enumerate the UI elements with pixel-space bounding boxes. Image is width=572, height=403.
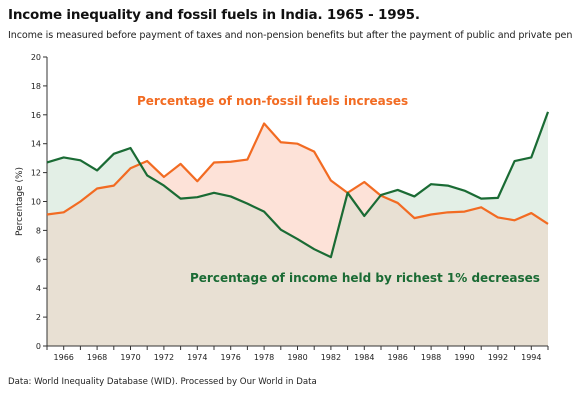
x-tick-label: 1970 [120,353,140,362]
x-tick-label: 1980 [287,353,307,362]
y-tick-label: 0 [36,342,41,351]
x-tick-label: 1976 [221,353,241,362]
area-fills [47,111,548,346]
chart-source: Data: World Inequality Database (WID). P… [8,377,317,387]
x-tick-label: 1966 [54,353,74,362]
orange-gap-fill [140,123,348,258]
y-tick-label: 14 [31,140,41,149]
x-tick-label: 1994 [521,353,541,362]
series-line-top1_income [46,111,550,259]
x-tick-label: 1992 [488,353,508,362]
x-tick-label: 1978 [254,353,274,362]
x-tick-label: 1990 [454,353,474,362]
y-tick-label: 2 [36,313,41,322]
x-tick-label: 1974 [187,353,207,362]
x-tick-label: 1968 [87,353,107,362]
green-gap-fill [380,111,548,224]
annotation-non-fossil: Percentage of non-fossil fuels increases [137,94,408,108]
axes: 0 2 4 6 8 10 12 14 16 18 20 1966 1968 1970 1972 1974 197… [15,53,549,362]
orange-gap-fill [347,181,381,216]
x-tick-label: 1986 [388,353,408,362]
y-tick-label: 10 [31,198,41,207]
series-lines [46,111,550,259]
x-tick-label: 1988 [421,353,441,362]
chart-subtitle: Income is measured before payment of tax… [8,30,572,41]
y-tick-label: 16 [31,111,41,120]
x-tick-label: 1984 [354,353,374,362]
series-line-non_fossil [46,122,549,225]
y-axis-title: Percentage (%) [15,167,25,236]
chart-title: Income inequality and fossil fuels in In… [8,7,420,23]
green-gap-fill [47,148,141,215]
x-tick-label: 1982 [321,353,341,362]
annotations: Percentage of non-fossil fuels increases… [137,94,540,285]
y-tick-label: 18 [31,82,41,91]
y-tick-label: 6 [36,255,41,264]
base-area-fill [47,164,548,346]
y-tick-label: 12 [31,169,41,178]
y-tick-label: 8 [36,226,41,235]
y-tick-label: 20 [31,53,41,62]
y-tick-label: 4 [36,284,41,293]
annotation-top1-income: Percentage of income held by richest 1% … [190,271,540,285]
x-tick-label: 1972 [154,353,174,362]
